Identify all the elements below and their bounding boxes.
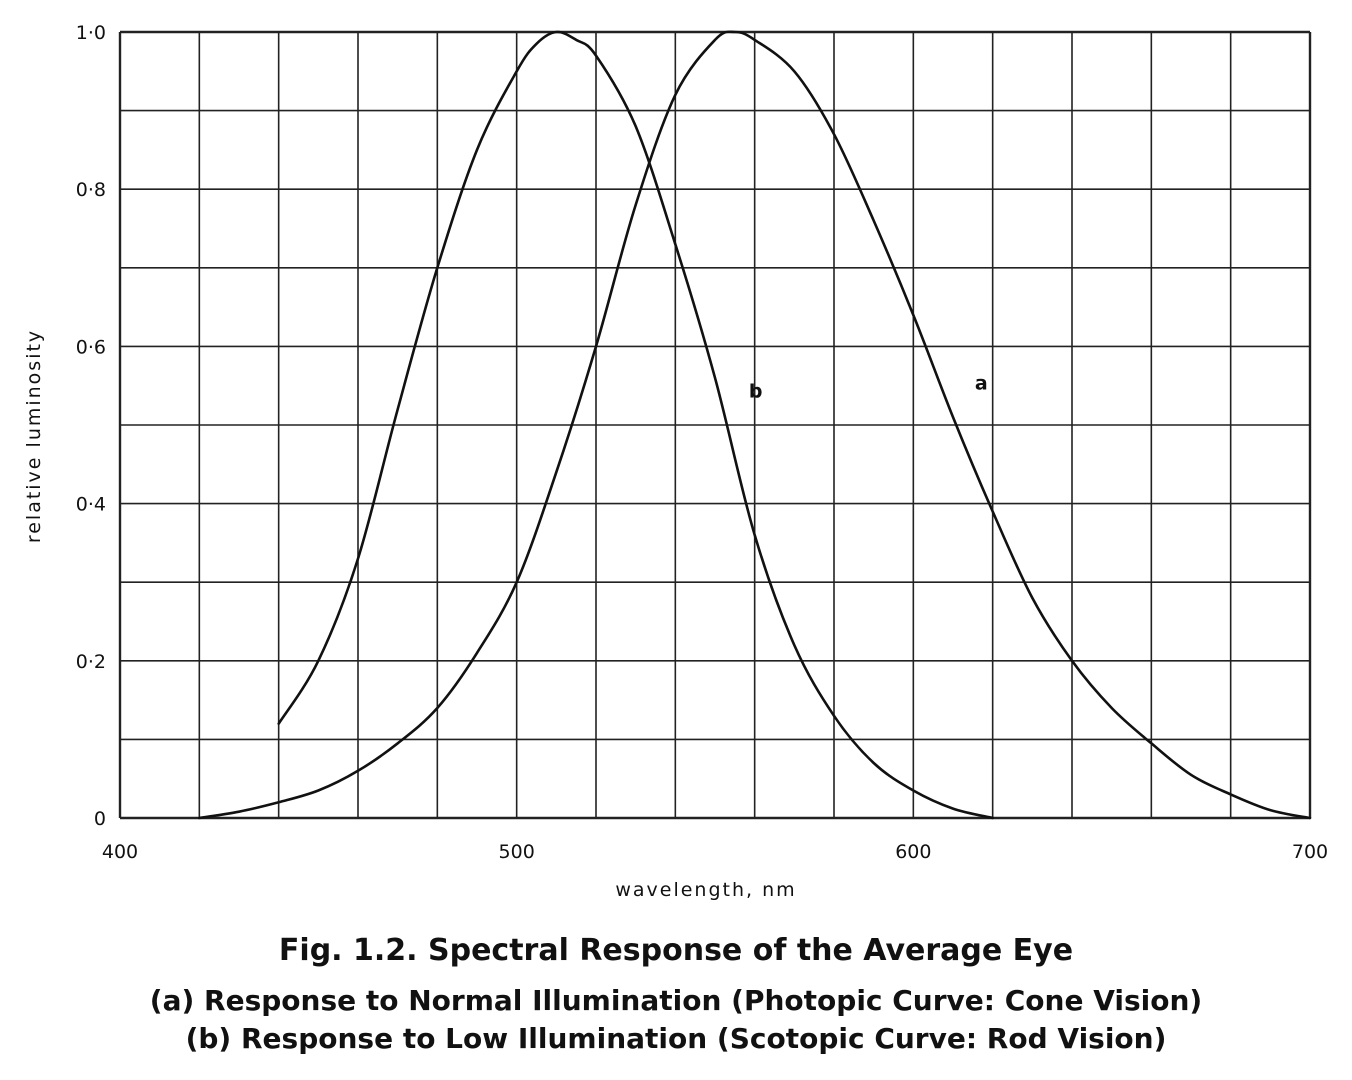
y-tick-label: 0·4 xyxy=(76,494,106,516)
x-axis-ticks: 400 500 600 700 xyxy=(102,841,1328,863)
y-tick-label: 1·0 xyxy=(76,22,106,44)
figure-title: Fig. 1.2. Spectral Response of the Avera… xyxy=(278,933,1074,968)
caption-photopic: (a) Response to Normal Illumination (Pho… xyxy=(149,984,1203,1017)
caption-scotopic: (b) Response to Low Illumination (Scotop… xyxy=(185,1022,1167,1055)
x-tick-label: 600 xyxy=(895,841,931,863)
y-tick-label: 0·2 xyxy=(76,651,106,673)
series-label-b: b xyxy=(749,380,763,402)
y-tick-label: 0 xyxy=(94,808,106,830)
y-axis-ticks: 0 0·2 0·4 0·6 0·8 1·0 xyxy=(76,22,106,830)
luminosity-chart: 400 500 600 700 00·20·40·60·81·0 ab wavelen… xyxy=(23,22,1328,901)
x-tick-label: 400 xyxy=(102,841,138,863)
x-tick-label: 700 xyxy=(1292,841,1328,863)
x-tick-label: 500 xyxy=(499,841,535,863)
y-tick-label: 0·8 xyxy=(76,179,106,201)
series-label-a: a xyxy=(975,373,988,395)
series-line-b xyxy=(277,30,994,820)
x-axis-title: wavelength, nm xyxy=(615,879,796,901)
chart-series: ab xyxy=(198,30,1312,820)
chart-grid xyxy=(118,30,1312,820)
y-tick-label: 0·6 xyxy=(76,336,106,358)
series-line-a xyxy=(198,30,1312,820)
y-axis-title: relative luminosity xyxy=(23,329,45,543)
